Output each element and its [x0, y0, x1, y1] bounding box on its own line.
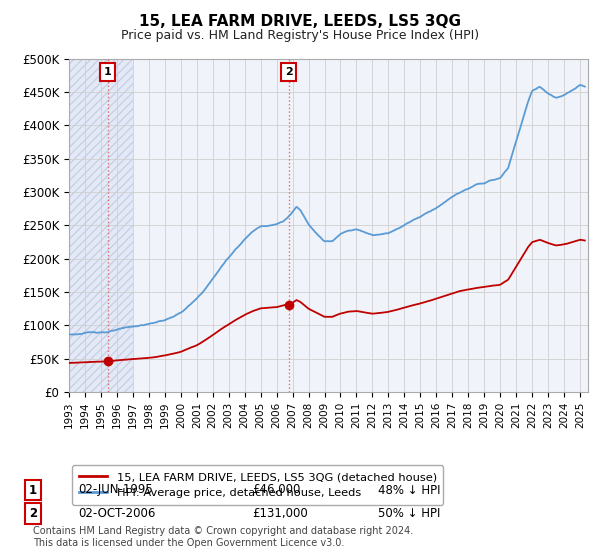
Text: Price paid vs. HM Land Registry's House Price Index (HPI): Price paid vs. HM Land Registry's House … [121, 29, 479, 42]
Text: Contains HM Land Registry data © Crown copyright and database right 2024.
This d: Contains HM Land Registry data © Crown c… [33, 526, 413, 548]
Text: 02-OCT-2006: 02-OCT-2006 [78, 507, 155, 520]
Text: 48% ↓ HPI: 48% ↓ HPI [378, 483, 440, 497]
Text: 2: 2 [29, 507, 37, 520]
Text: £131,000: £131,000 [252, 507, 308, 520]
Text: 15, LEA FARM DRIVE, LEEDS, LS5 3QG: 15, LEA FARM DRIVE, LEEDS, LS5 3QG [139, 14, 461, 29]
Text: 2: 2 [285, 67, 292, 77]
Bar [69, 59, 133, 392]
Text: 50% ↓ HPI: 50% ↓ HPI [378, 507, 440, 520]
Text: £46,000: £46,000 [252, 483, 301, 497]
Text: 02-JUN-1995: 02-JUN-1995 [78, 483, 153, 497]
Text: 1: 1 [104, 67, 112, 77]
Text: 1: 1 [29, 483, 37, 497]
Legend: 15, LEA FARM DRIVE, LEEDS, LS5 3QG (detached house), HPI: Average price, detache: 15, LEA FARM DRIVE, LEEDS, LS5 3QG (deta… [72, 465, 443, 505]
